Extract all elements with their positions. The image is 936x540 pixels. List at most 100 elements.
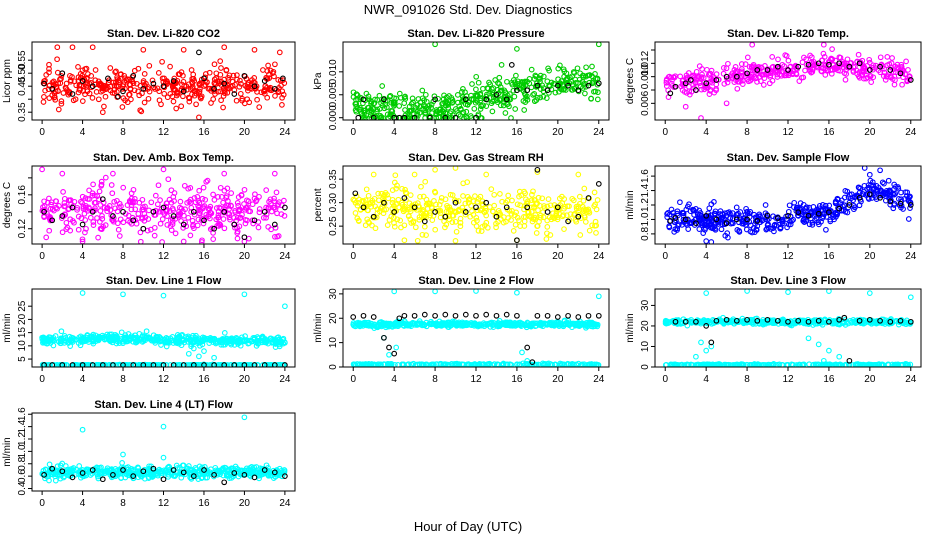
- y-tick-label: 1.2: [640, 198, 651, 212]
- data-point: [537, 212, 544, 219]
- flask-point: [271, 221, 278, 228]
- data-point: [259, 333, 266, 340]
- data-point: [723, 319, 730, 325]
- data-point: [409, 361, 415, 367]
- data-point: [868, 182, 874, 189]
- data-point: [137, 107, 144, 114]
- flask-point: [69, 91, 76, 97]
- y-tick-label: 15: [17, 327, 28, 339]
- flask-point: [744, 70, 750, 77]
- data-point: [50, 336, 57, 343]
- data-point: [594, 197, 601, 203]
- data-point: [721, 81, 728, 87]
- data-point: [92, 77, 99, 84]
- data-point: [84, 75, 90, 81]
- data-point: [540, 73, 547, 80]
- data-point: [133, 220, 140, 227]
- data-point: [569, 195, 576, 202]
- flask-point: [211, 225, 217, 232]
- data-point-outlier: [69, 44, 76, 51]
- data-point: [664, 211, 670, 217]
- flask-point: [595, 80, 602, 87]
- data-point: [165, 338, 171, 345]
- data-point: [692, 80, 699, 86]
- flask-point: [350, 314, 357, 320]
- data-point-outlier: [282, 303, 288, 310]
- data-point: [468, 92, 474, 99]
- data-point: [441, 92, 447, 99]
- data-point: [822, 72, 829, 78]
- data-point: [217, 184, 224, 191]
- flask-point: [524, 344, 531, 351]
- data-point: [245, 362, 251, 367]
- data-point: [494, 97, 500, 103]
- data-point: [353, 103, 360, 110]
- data-point: [402, 186, 408, 193]
- data-point: [267, 196, 274, 203]
- data-point: [791, 199, 798, 206]
- flask-point: [534, 312, 541, 319]
- data-point: [575, 205, 582, 211]
- flask-point: [391, 350, 398, 357]
- data-point: [57, 340, 64, 347]
- data-point: [132, 332, 138, 339]
- data-point: [453, 228, 460, 235]
- flask-point: [120, 208, 126, 215]
- data-point: [271, 204, 278, 211]
- data-point: [510, 87, 517, 94]
- data-point: [733, 204, 740, 211]
- flask-point: [391, 209, 398, 215]
- data-point: [526, 76, 533, 82]
- data-point: [710, 77, 716, 84]
- data-point: [516, 193, 522, 200]
- data-point: [398, 199, 405, 206]
- data-point: [187, 232, 194, 239]
- data-point: [691, 211, 697, 218]
- y-tick-label: 20: [17, 313, 28, 325]
- data-point: [454, 92, 461, 98]
- data-point: [271, 195, 277, 202]
- data-point: [97, 225, 104, 232]
- data-point: [521, 218, 528, 225]
- flask-point: [682, 80, 689, 87]
- data-point: [594, 96, 601, 103]
- y-tick-label: 0.000: [328, 105, 339, 130]
- flask-point: [160, 362, 167, 367]
- data-point: [120, 81, 127, 88]
- data-point: [179, 81, 185, 88]
- data-point: [151, 232, 158, 239]
- y-tick-label: 10: [17, 340, 28, 352]
- data-point: [220, 93, 227, 99]
- data-point: [274, 233, 281, 240]
- flask-point: [554, 314, 561, 320]
- data-point: [159, 239, 165, 244]
- data-point: [137, 229, 144, 236]
- data-point: [174, 92, 180, 99]
- data-point: [97, 202, 104, 208]
- data-point: [384, 322, 390, 329]
- data-point: [262, 83, 269, 90]
- flask-point: [59, 362, 66, 367]
- data-point: [489, 86, 495, 92]
- data-point: [174, 334, 181, 341]
- flask-point: [110, 362, 116, 367]
- data-point: [447, 206, 454, 213]
- data-point: [516, 82, 522, 89]
- data-point: [460, 193, 466, 199]
- y-tick-label: 0.25: [328, 216, 339, 236]
- data-point: [356, 196, 363, 203]
- data-point: [81, 362, 88, 367]
- data-point: [904, 189, 911, 196]
- data-point: [517, 223, 524, 229]
- data-points: [39, 290, 288, 367]
- data-point: [71, 219, 77, 226]
- data-point: [692, 216, 699, 223]
- data-point: [281, 197, 287, 204]
- data-point: [582, 90, 588, 97]
- data-point: [525, 198, 531, 205]
- y-axis-label: Licor ppm: [2, 59, 13, 103]
- data-point: [724, 79, 731, 86]
- flask-point: [897, 200, 904, 207]
- data-point: [186, 337, 193, 343]
- data-point: [268, 226, 274, 233]
